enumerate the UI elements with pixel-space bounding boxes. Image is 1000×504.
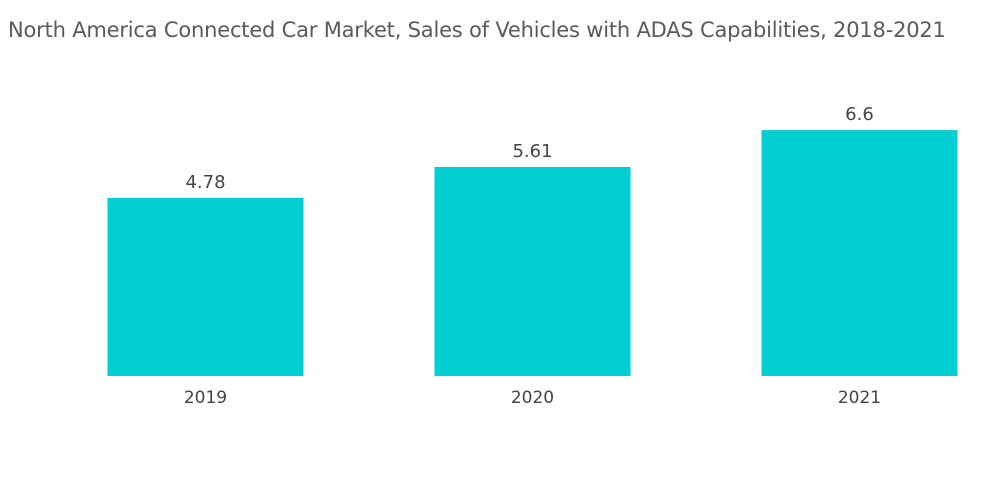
value-label-2020: 5.61 <box>512 141 552 162</box>
chart-title: North America Connected Car Market, Sale… <box>8 18 946 42</box>
bar-2021 <box>761 130 958 376</box>
x-tick-label-2021: 2021 <box>838 388 881 408</box>
x-tick-labels-group: 2019 2020 2021 <box>184 388 881 408</box>
value-label-2019: 4.78 <box>185 172 225 193</box>
x-tick-label-2019: 2019 <box>184 388 227 408</box>
x-tick-label-2020: 2020 <box>511 388 554 408</box>
value-label-2021: 6.6 <box>845 104 874 125</box>
value-labels-group: 4.78 5.61 6.6 <box>185 104 873 193</box>
bar-2019 <box>107 197 304 376</box>
bar-2020 <box>434 167 631 376</box>
bars-group <box>107 130 958 376</box>
